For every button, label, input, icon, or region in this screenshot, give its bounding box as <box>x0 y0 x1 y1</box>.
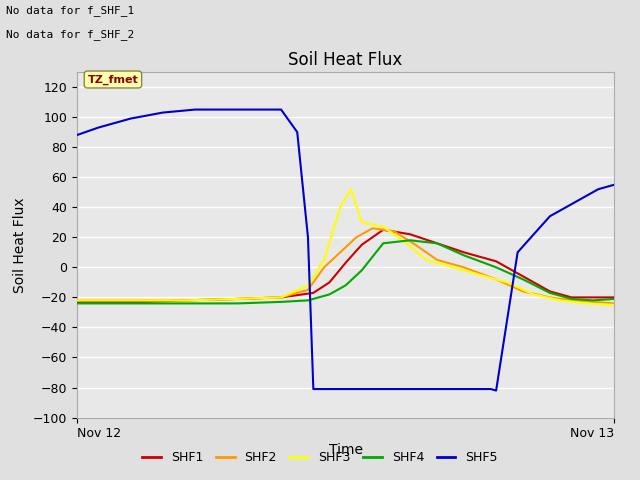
Text: No data for f_SHF_1: No data for f_SHF_1 <box>6 5 134 16</box>
Legend: SHF1, SHF2, SHF3, SHF4, SHF5: SHF1, SHF2, SHF3, SHF4, SHF5 <box>137 446 503 469</box>
Y-axis label: Soil Heat Flux: Soil Heat Flux <box>13 197 27 293</box>
Text: No data for f_SHF_2: No data for f_SHF_2 <box>6 29 134 40</box>
Text: TZ_fmet: TZ_fmet <box>88 74 138 84</box>
X-axis label: Time: Time <box>328 443 363 457</box>
Title: Soil Heat Flux: Soil Heat Flux <box>289 51 403 69</box>
